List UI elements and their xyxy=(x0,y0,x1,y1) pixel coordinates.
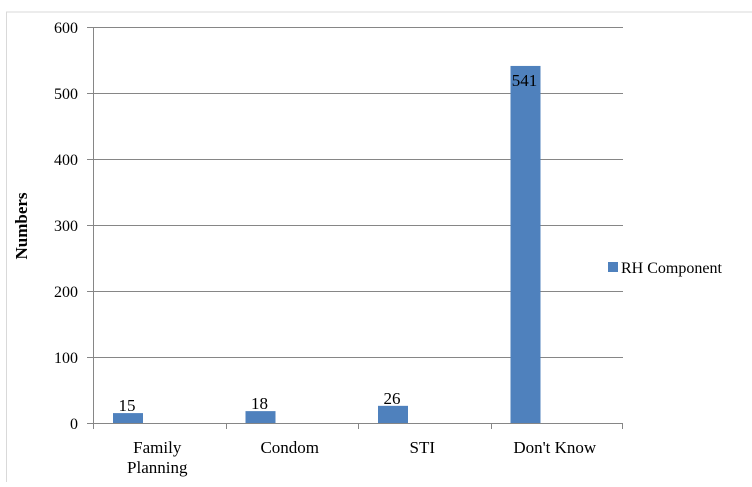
data-labels: 15 18 26 541 xyxy=(119,71,538,415)
x-tick-label: Family xyxy=(133,438,182,457)
y-tick-label-200: 200 xyxy=(54,284,78,301)
y-tick-label-600: 600 xyxy=(54,20,78,37)
x-tick-label: Don't Know xyxy=(513,438,597,457)
data-label: 15 xyxy=(119,396,136,415)
y-tick-label-300: 300 xyxy=(54,218,78,235)
bar-sti xyxy=(378,405,408,423)
data-label: 18 xyxy=(251,394,268,413)
legend-swatch-rh-component xyxy=(608,262,618,272)
bar-family-planning xyxy=(113,413,143,423)
x-tick-label: Condom xyxy=(260,438,319,457)
grid-lines xyxy=(93,27,623,358)
bars xyxy=(113,65,541,423)
y-tick-label-0: 0 xyxy=(70,416,78,433)
x-tick-label: STI xyxy=(410,438,436,457)
y-tick-label-400: 400 xyxy=(54,152,78,169)
y-tick-label-500: 500 xyxy=(54,86,78,103)
legend: RH Component xyxy=(608,260,722,277)
y-axis-title: Numbers xyxy=(12,192,31,259)
legend-label-rh-component: RH Component xyxy=(621,260,722,277)
y-tick-label-100: 100 xyxy=(54,350,78,367)
bar-condom xyxy=(245,411,276,423)
y-tick-labels: 0 100 200 300 400 500 600 xyxy=(54,20,78,433)
data-label: 26 xyxy=(384,389,401,408)
bar-don-t-know xyxy=(510,65,541,423)
data-label: 541 xyxy=(512,71,538,90)
axes xyxy=(6,11,752,482)
x-tick-label: Planning xyxy=(127,458,188,477)
